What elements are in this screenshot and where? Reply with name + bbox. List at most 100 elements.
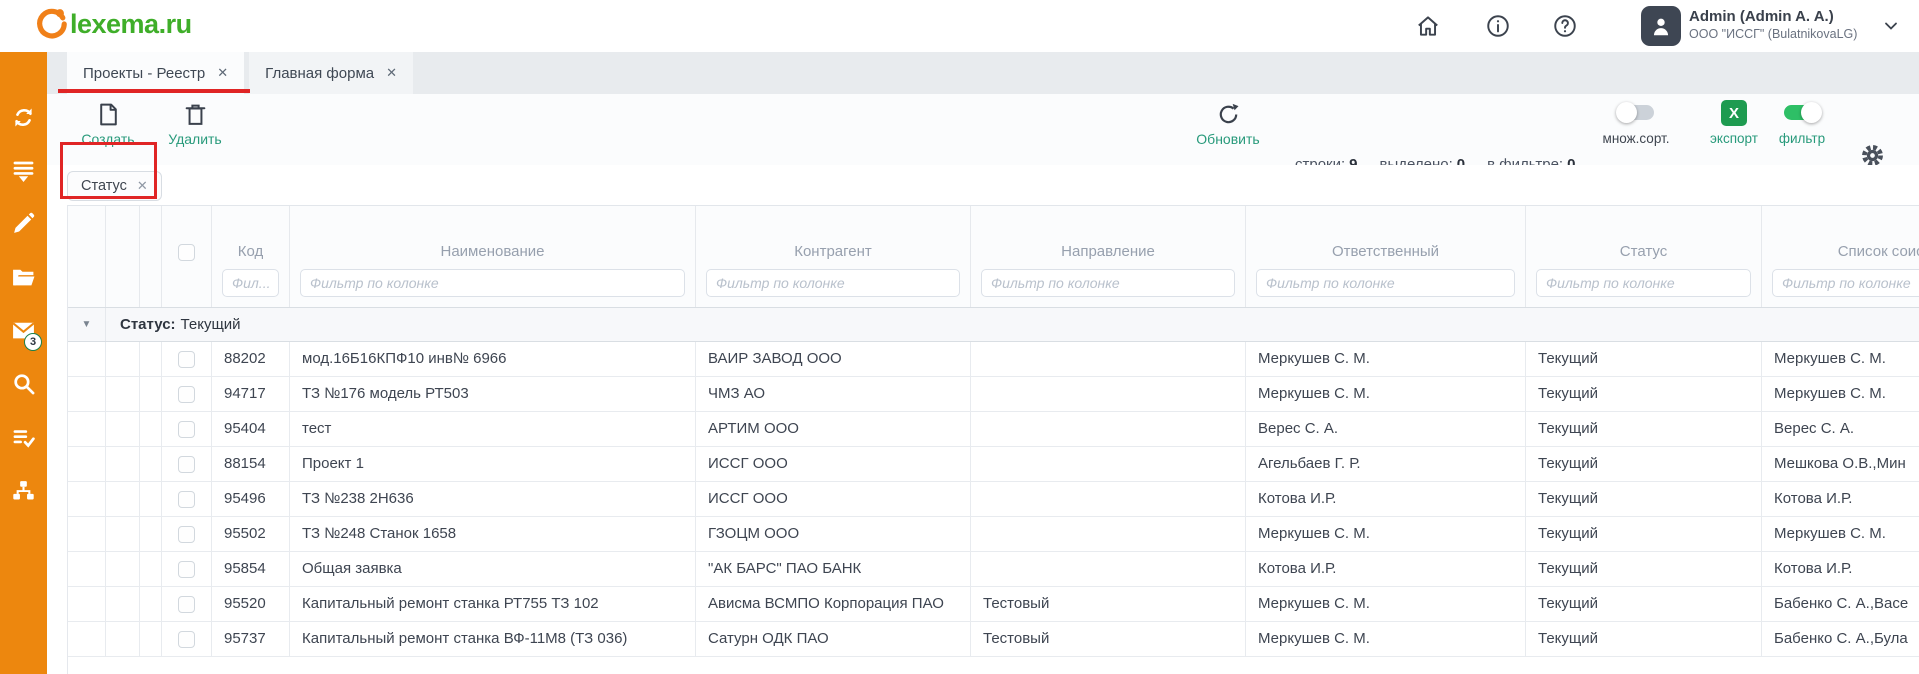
select-all-checkbox[interactable] [178,244,195,261]
row-gutter-3 [140,622,162,656]
cell-responsible: Меркушев С. М. [1246,517,1526,551]
cell-name: ТЗ №248 Станок 1658 [290,517,696,551]
pencil-icon[interactable] [11,211,36,236]
refresh-button[interactable]: Обновить [1183,102,1273,147]
table-row[interactable]: 95520 Капитальный ремонт станка РТ755 ТЗ… [68,587,1919,622]
export-button[interactable]: X экспорт [1692,100,1776,146]
delete-button[interactable]: Удалить [150,102,240,147]
tab-close-icon[interactable]: ✕ [386,65,398,80]
cell-coexecutors: Бабенко С. А.,Васе [1762,587,1919,621]
cell-contractor: ГЗОЦМ ООО [696,517,971,551]
cell-code: 95496 [212,482,290,516]
table-row[interactable]: 94717 ТЗ №176 модель РТ503 ЧМЗ АО Меркуш… [68,377,1919,412]
cell-contractor: Ависма ВСМПО Корпорация ПАО [696,587,971,621]
table-row[interactable]: 88154 Проект 1 ИССГ ООО Агельбаев Г. Р. … [68,447,1919,482]
tab-close-icon[interactable]: ✕ [217,65,229,80]
delete-label: Удалить [168,131,222,147]
row-gutter-3 [140,377,162,411]
group-row-status-current[interactable]: ▼ Статус: Текущий [68,307,1919,342]
cell-contractor: ИССГ ООО [696,482,971,516]
cell-name: Проект 1 [290,447,696,481]
cell-status: Текущий [1526,517,1762,551]
cell-responsible: Меркушев С. М. [1246,622,1526,656]
cell-contractor: "АК БАРС" ПАО БАНК [696,552,971,586]
code-filter-input[interactable] [222,269,279,297]
cell-responsible: Меркушев С. М. [1246,342,1526,376]
cell-name: Капитальный ремонт станка РТ755 ТЗ 102 [290,587,696,621]
cell-code: 88202 [212,342,290,376]
table-row[interactable]: 95737 Капитальный ремонт станка ВФ-11М8 … [68,622,1919,657]
tab-label: Главная форма [265,64,375,82]
contractor-filter-input[interactable] [706,269,960,297]
coexecutors-filter-input[interactable] [1772,269,1919,297]
row-gutter-3 [140,587,162,621]
status-filter-input[interactable] [1536,269,1751,297]
folder-open-icon[interactable] [11,265,36,290]
name-filter-input[interactable] [300,269,685,297]
cell-status: Текущий [1526,622,1762,656]
cell-name: ТЗ №176 модель РТ503 [290,377,696,411]
cell-direction [971,482,1246,516]
help-icon[interactable] [1552,13,1578,39]
settings-gear-icon[interactable] [1859,142,1886,169]
row-gutter-2 [106,342,140,376]
row-checkbox[interactable] [178,595,195,613]
multisort-toggle-group[interactable]: множ.сорт. [1594,100,1678,146]
cell-contractor: АРТИМ ООО [696,412,971,446]
row-checkbox[interactable] [178,385,195,403]
chip-close-icon[interactable]: ✕ [136,178,148,193]
row-checkbox[interactable] [178,420,195,438]
row-checkbox[interactable] [178,630,195,648]
search-icon[interactable] [11,371,36,396]
table-row[interactable]: 95404 тест АРТИМ ООО Верес С. А. Текущий… [68,412,1919,447]
filter-toggle-group[interactable]: фильтр [1760,100,1844,146]
row-checkbox[interactable] [178,350,195,368]
multisort-toggle[interactable] [1616,102,1654,123]
cell-direction [971,377,1246,411]
direction-filter-input[interactable] [981,269,1235,297]
user-menu[interactable]: Admin (Admin A. A.) ООО "ИССГ" (Bulatnik… [1689,8,1874,41]
excel-export-icon: X [1721,100,1747,126]
table-row[interactable]: 88202 мод.16Б16КПФ10 инв№ 6966 ВАИР ЗАВО… [68,342,1919,377]
cell-status: Текущий [1526,447,1762,481]
filter-label: фильтр [1778,131,1826,146]
collapse-group-icon[interactable]: ▼ [68,308,106,341]
row-gutter-2 [106,587,140,621]
row-checkbox[interactable] [178,560,195,578]
sync-icon[interactable] [11,105,36,130]
info-icon[interactable] [1485,13,1511,39]
header-contractor: Контрагент [696,206,971,307]
home-icon[interactable] [1415,13,1441,39]
user-avatar[interactable] [1641,6,1681,46]
lexema-logo[interactable]: lexema.ru [34,7,192,41]
row-gutter-1 [68,377,106,411]
create-button[interactable]: Создать [63,102,153,147]
tab-projects-registry[interactable]: Проекты - Реестр ✕ [67,52,245,94]
cell-coexecutors: Меркушев С. М. [1762,517,1919,551]
row-checkbox-cell [162,587,212,621]
row-checkbox[interactable] [178,455,195,473]
header-coexecutors: Список соисполнителей [1762,206,1919,307]
row-checkbox[interactable] [178,525,195,543]
chevron-down-icon[interactable] [1881,16,1901,36]
cell-status: Текущий [1526,412,1762,446]
header-name: Наименование [290,206,696,307]
list-check-icon[interactable] [11,425,36,450]
cell-status: Текущий [1526,552,1762,586]
table-row[interactable]: 95496 ТЗ №238 2Н636 ИССГ ООО Котова И.Р.… [68,482,1919,517]
filter-toggle[interactable] [1784,102,1822,123]
cell-coexecutors: Верес С. А. [1762,412,1919,446]
responsible-filter-input[interactable] [1256,269,1515,297]
row-checkbox-cell [162,517,212,551]
cell-responsible: Котова И.Р. [1246,482,1526,516]
cell-coexecutors: Бабенко С. А.,Була [1762,622,1919,656]
tab-main-form[interactable]: Главная форма ✕ [249,52,414,94]
row-gutter-1 [68,447,106,481]
row-checkbox[interactable] [178,490,195,508]
projects-grid: Код Наименование Контрагент Направление … [67,205,1919,674]
table-row[interactable]: 95502 ТЗ №248 Станок 1658 ГЗОЦМ ООО Мерк… [68,517,1919,552]
sitemap-icon[interactable] [11,478,36,503]
cell-direction: Тестовый [971,622,1246,656]
list-download-icon[interactable] [11,158,36,183]
table-row[interactable]: 95854 Общая заявка "АК БАРС" ПАО БАНК Ко… [68,552,1919,587]
